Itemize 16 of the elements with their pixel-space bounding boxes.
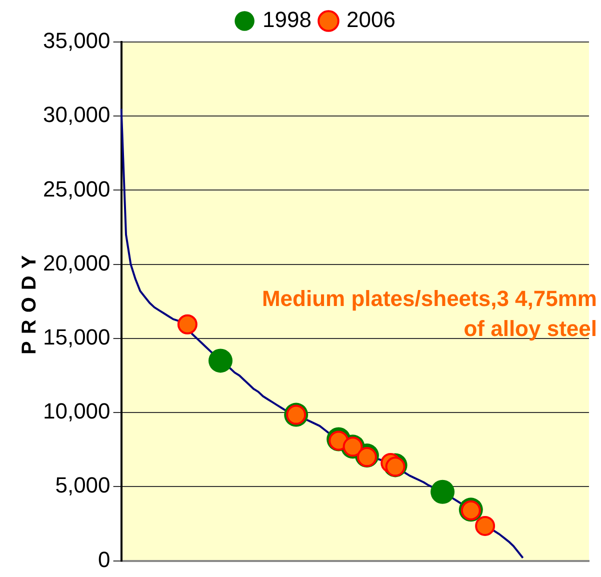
y-axis-title: PRODY xyxy=(18,248,41,354)
y-tick-label: 35,000 xyxy=(42,28,110,54)
point xyxy=(177,314,198,334)
legend-label: 2006 xyxy=(346,7,396,32)
point xyxy=(475,516,496,536)
point xyxy=(430,480,455,504)
y-tick-label: 5,000 xyxy=(55,472,110,498)
point xyxy=(208,348,232,373)
y-tick-label: 10,000 xyxy=(42,398,110,424)
y-tick-label: 20,000 xyxy=(42,250,110,276)
annotation: Medium plates/sheets,3 4,75mm of alloy steel xyxy=(262,286,597,342)
legend-label: 1998 xyxy=(262,7,312,32)
y-tick-label: 30,000 xyxy=(42,102,110,128)
y-tick-label: 0 xyxy=(98,546,110,572)
y-tick-label: 15,000 xyxy=(42,324,110,350)
y-tick-label: 25,000 xyxy=(42,176,110,202)
